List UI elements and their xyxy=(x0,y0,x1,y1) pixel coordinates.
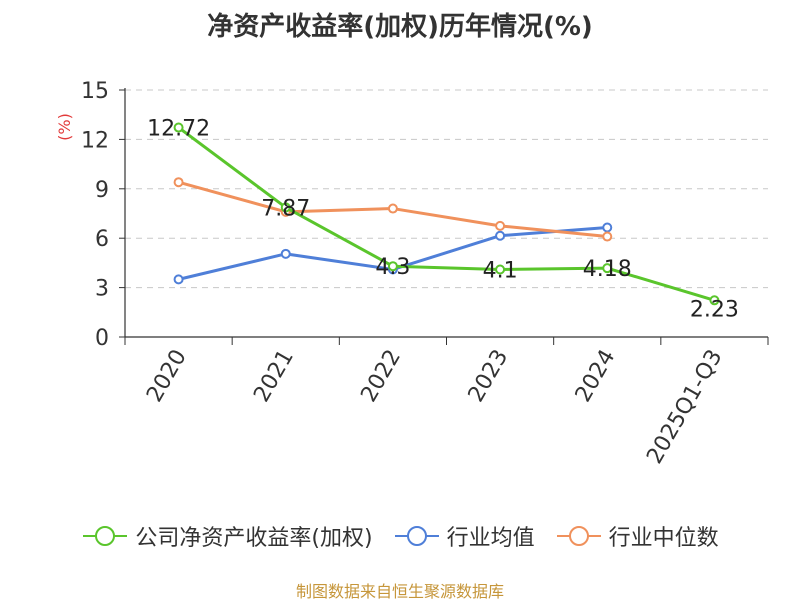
legend-marker-median-icon xyxy=(556,526,601,546)
data-point xyxy=(173,177,184,188)
data-label: 7.87 xyxy=(261,196,310,221)
data-point xyxy=(602,263,613,274)
data-point xyxy=(602,222,613,233)
data-point xyxy=(387,261,398,272)
y-tick-label: 3 xyxy=(95,277,109,302)
data-label: 4.3 xyxy=(375,255,410,280)
legend-item-industry-mean[interactable]: 行业均值 xyxy=(393,520,535,552)
data-point xyxy=(173,122,184,133)
legend-label-company-roe: 公司净资产收益率(加权) xyxy=(135,526,373,551)
data-point xyxy=(280,202,291,213)
chart-title: 净资产收益率(加权)历年情况(%) xyxy=(207,12,593,42)
data-point xyxy=(495,264,506,275)
x-tick-label: 2025Q1-Q3 xyxy=(642,346,727,469)
series-lines xyxy=(173,122,720,306)
legend-label-industry-median: 行业中位数 xyxy=(608,526,719,551)
data-labels: 12.72 7.87 4.3 4.1 4.18 2.23 xyxy=(147,117,739,323)
data-point xyxy=(387,203,398,214)
data-point xyxy=(173,274,184,285)
data-label: 4.18 xyxy=(583,257,632,282)
y-tick-label: 12 xyxy=(81,128,109,153)
x-tick-label: 2023 xyxy=(464,346,514,407)
data-label: 12.72 xyxy=(147,117,210,142)
x-tick-label: 2022 xyxy=(356,346,406,407)
y-tick-label: 15 xyxy=(81,79,109,104)
y-axis-label: (%) xyxy=(55,113,74,141)
y-tick-label: 9 xyxy=(95,178,109,203)
y-tick-label: 6 xyxy=(95,227,109,252)
legend-marker-company-icon xyxy=(83,526,128,546)
x-tick-label: 2024 xyxy=(571,346,621,407)
series-line xyxy=(177,126,715,302)
legend-item-company-roe[interactable]: 公司净资产收益率(加权) xyxy=(81,520,373,552)
legend: 公司净资产收益率(加权) 行业均值 行业中位数 xyxy=(0,520,800,552)
legend-label-industry-mean: 行业均值 xyxy=(446,526,535,551)
data-point xyxy=(280,248,291,259)
data-point xyxy=(495,220,506,231)
data-point xyxy=(709,295,720,306)
legend-marker-mean-icon xyxy=(394,526,439,546)
data-point xyxy=(602,231,613,242)
data-source-note: 制图数据来自恒生聚源数据库 xyxy=(295,582,504,601)
y-tick-label: 0 xyxy=(95,326,109,351)
data-point xyxy=(495,230,506,241)
legend-item-industry-median[interactable]: 行业中位数 xyxy=(555,520,719,552)
x-tick-label: 2021 xyxy=(249,346,299,407)
x-tick-label: 2020 xyxy=(142,346,192,407)
data-label: 2.23 xyxy=(690,297,739,322)
grid-lines xyxy=(125,89,768,289)
data-label: 4.1 xyxy=(483,258,518,283)
